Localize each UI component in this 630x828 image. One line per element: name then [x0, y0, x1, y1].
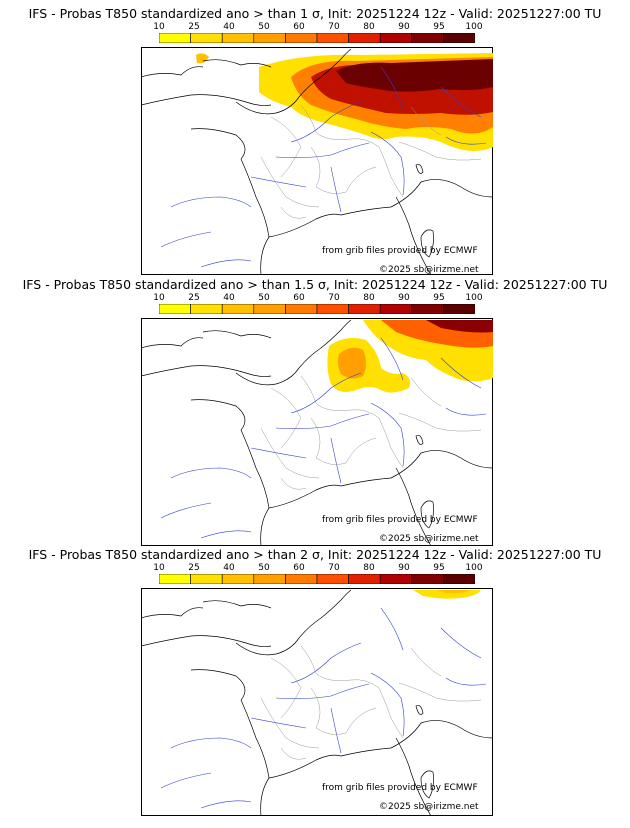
- colorbar: [159, 304, 475, 314]
- map-panel-1: IFS - Probas T850 standardized ano > tha…: [0, 6, 630, 276]
- colorbar: [159, 574, 475, 584]
- colorbar-ticks: 10 25 40 50 60 70 80 90 95 100: [150, 293, 490, 305]
- colorbar-swatch: [221, 33, 255, 43]
- colorbar-swatch: [348, 304, 381, 314]
- colorbar-swatch: [411, 33, 444, 43]
- probability-map: [141, 47, 493, 275]
- probability-map: [141, 318, 493, 546]
- panel-title: IFS - Probas T850 standardized ano > tha…: [28, 6, 602, 21]
- probability-shading: [327, 320, 493, 393]
- probability-map: [141, 588, 493, 816]
- tick-label: 10: [153, 563, 165, 573]
- tick-label: 10: [153, 22, 165, 32]
- colorbar-swatch: [411, 304, 444, 314]
- tick-label: 95: [433, 563, 445, 573]
- rivers: [160, 337, 487, 539]
- tick-label: 80: [363, 22, 375, 32]
- tick-label: 90: [398, 563, 410, 573]
- tick-label: 90: [398, 22, 410, 32]
- colorbar-swatch: [253, 33, 286, 43]
- colorbar-swatch: [443, 33, 475, 43]
- tick-label: 60: [293, 563, 305, 573]
- colorbar-ticks: 10 25 40 50 60 70 80 90 95 100: [150, 563, 490, 575]
- tick-label: 100: [465, 293, 483, 303]
- coastlines: [141, 48, 493, 275]
- colorbar-swatch: [316, 574, 349, 584]
- copyright-credit: ©2025 sb@irizme.net: [379, 534, 479, 544]
- source-credit: from grib files provided by ECMWF: [322, 246, 478, 256]
- tick-label: 40: [223, 563, 235, 573]
- colorbar-swatch: [316, 33, 349, 43]
- probability-shading: [413, 590, 481, 599]
- colorbar-swatch: [159, 33, 191, 43]
- panel-title: IFS - Probas T850 standardized ano > tha…: [22, 277, 608, 292]
- tick-label: 25: [188, 563, 200, 573]
- tick-label: 90: [398, 293, 410, 303]
- tick-label: 60: [293, 22, 305, 32]
- colorbar-swatch: [285, 574, 318, 584]
- colorbar-swatch: [159, 304, 191, 314]
- tick-label: 25: [188, 22, 200, 32]
- rivers: [160, 607, 487, 809]
- map-panel-2: IFS - Probas T850 standardized ano > tha…: [0, 277, 630, 547]
- tick-label: 80: [363, 293, 375, 303]
- map-panel-3: IFS - Probas T850 standardized ano > tha…: [0, 547, 630, 822]
- colorbar-swatch: [190, 574, 223, 584]
- colorbar-swatch: [379, 304, 413, 314]
- colorbar-swatch: [253, 574, 286, 584]
- colorbar-swatch: [190, 33, 223, 43]
- colorbar-swatch: [348, 33, 381, 43]
- colorbar-swatch: [285, 304, 318, 314]
- tick-label: 95: [433, 22, 445, 32]
- tick-label: 50: [258, 22, 270, 32]
- coastlines: [141, 589, 493, 816]
- panel-title: IFS - Probas T850 standardized ano > tha…: [28, 547, 602, 562]
- colorbar-swatch: [285, 33, 318, 43]
- tick-label: 70: [328, 22, 340, 32]
- source-credit: from grib files provided by ECMWF: [322, 515, 478, 525]
- colorbar-swatch: [221, 574, 255, 584]
- colorbar-swatch: [316, 304, 349, 314]
- tick-label: 70: [328, 293, 340, 303]
- tick-label: 60: [293, 293, 305, 303]
- tick-label: 95: [433, 293, 445, 303]
- tick-label: 100: [465, 22, 483, 32]
- rivers: [160, 66, 487, 268]
- copyright-credit: ©2025 sb@irizme.net: [379, 802, 479, 812]
- copyright-credit: ©2025 sb@irizme.net: [379, 265, 479, 275]
- tick-label: 80: [363, 563, 375, 573]
- tick-label: 25: [188, 293, 200, 303]
- source-credit: from grib files provided by ECMWF: [322, 783, 478, 793]
- colorbar-swatch: [443, 574, 475, 584]
- colorbar-swatch: [379, 33, 413, 43]
- coastlines: [141, 319, 493, 546]
- colorbar-swatch: [221, 304, 255, 314]
- colorbar: [159, 33, 475, 43]
- colorbar-ticks: 10 25 40 50 60 70 80 90 95 100: [150, 22, 490, 34]
- colorbar-swatch: [253, 304, 286, 314]
- colorbar-swatch: [443, 304, 475, 314]
- colorbar-swatch: [190, 304, 223, 314]
- tick-label: 40: [223, 293, 235, 303]
- borders: [260, 645, 482, 760]
- colorbar-swatch: [379, 574, 413, 584]
- colorbar-swatch: [159, 574, 191, 584]
- tick-label: 50: [258, 293, 270, 303]
- tick-label: 50: [258, 563, 270, 573]
- colorbar-swatch: [411, 574, 444, 584]
- probability-shading: [196, 53, 493, 151]
- borders: [260, 375, 482, 490]
- colorbar-swatch: [348, 574, 381, 584]
- tick-label: 100: [465, 563, 483, 573]
- tick-label: 70: [328, 563, 340, 573]
- tick-label: 10: [153, 293, 165, 303]
- tick-label: 40: [223, 22, 235, 32]
- borders: [260, 104, 482, 219]
